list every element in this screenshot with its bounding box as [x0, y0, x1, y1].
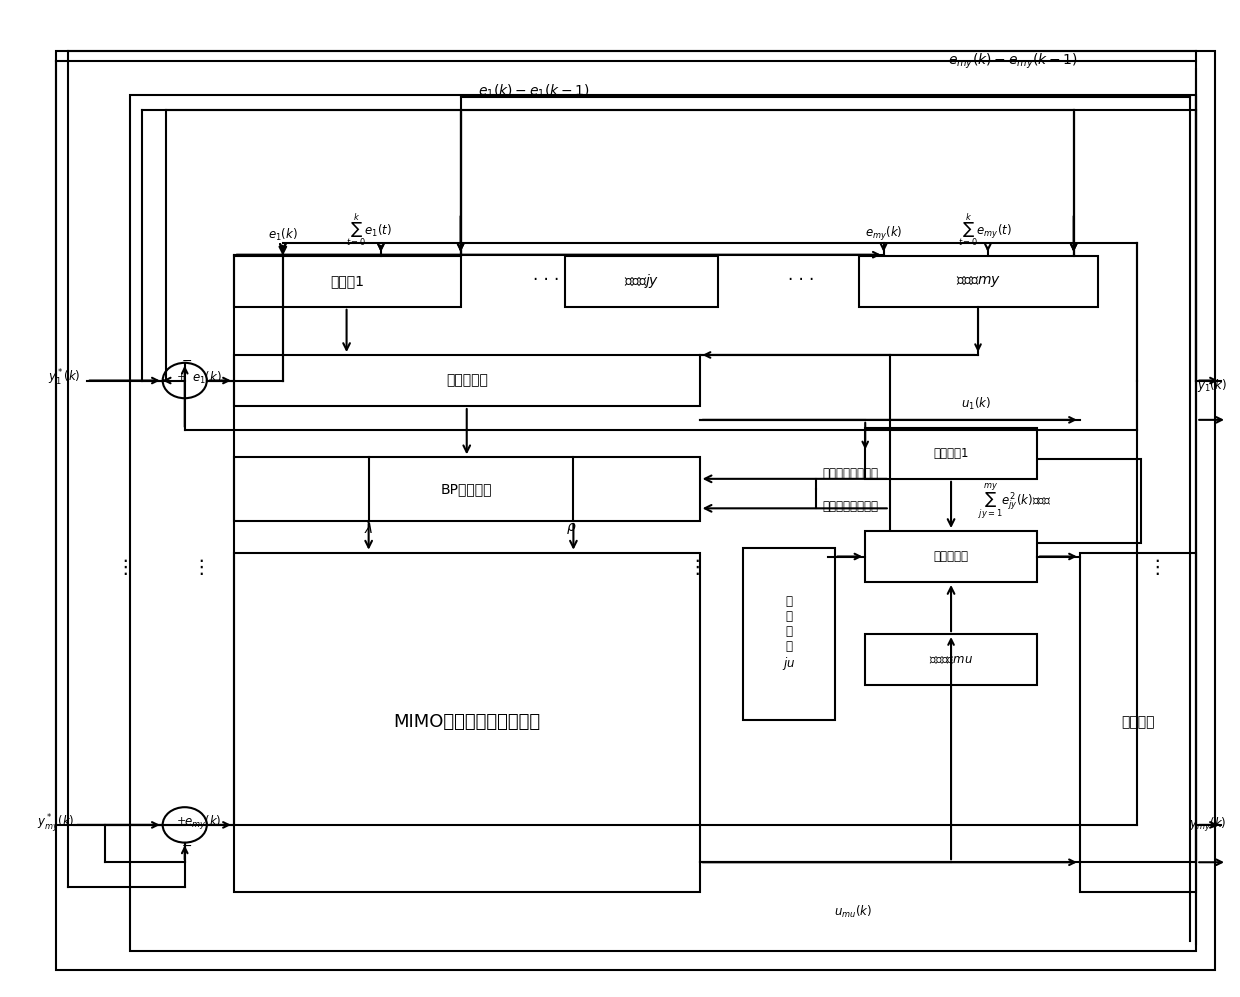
Text: $\sum_{t=0}^{k}e_1(t)$: $\sum_{t=0}^{k}e_1(t)$ [346, 211, 392, 248]
Text: $\vdots$: $\vdots$ [114, 557, 128, 577]
Text: 梯度信息1: 梯度信息1 [934, 447, 968, 460]
Text: $\vdots$: $\vdots$ [1147, 557, 1159, 577]
Text: 误差组$jy$: 误差组$jy$ [624, 272, 660, 290]
Text: $e_1(k)-e_1(k-1)$: $e_1(k)-e_1(k-1)$ [479, 83, 590, 101]
Text: $\sum_{t=0}^{k}e_{my}(t)$: $\sum_{t=0}^{k}e_{my}(t)$ [959, 211, 1012, 248]
Text: $\vdots$: $\vdots$ [687, 557, 699, 577]
Text: $\rho$: $\rho$ [565, 520, 577, 535]
Text: +: + [177, 817, 186, 827]
Text: −: − [182, 355, 192, 368]
Text: $e_{my}(k)$: $e_{my}(k)$ [864, 225, 903, 243]
FancyBboxPatch shape [866, 531, 1037, 582]
Text: 更新输出层权系数: 更新输出层权系数 [822, 499, 878, 512]
FancyBboxPatch shape [866, 634, 1037, 685]
FancyBboxPatch shape [234, 552, 699, 891]
Text: 梯
度
信
息
$ju$: 梯 度 信 息 $ju$ [782, 595, 795, 672]
FancyBboxPatch shape [859, 255, 1099, 307]
Text: $e_1(k)$: $e_1(k)$ [192, 370, 222, 386]
Text: $u_{mu}(k)$: $u_{mu}(k)$ [835, 903, 872, 919]
Text: 系统误差集: 系统误差集 [446, 374, 487, 388]
Text: BP神经网络: BP神经网络 [441, 483, 492, 497]
Text: $u_1(k)$: $u_1(k)$ [961, 396, 991, 412]
Text: $\lambda$: $\lambda$ [365, 520, 373, 535]
Text: +: + [177, 372, 186, 382]
Text: 更新隐含层权系数: 更新隐含层权系数 [822, 468, 878, 481]
Text: $y_1(k)$: $y_1(k)$ [1197, 377, 1226, 394]
Text: · · ·: · · · [789, 271, 815, 289]
Text: 误差组$my$: 误差组$my$ [956, 274, 1001, 289]
Text: $\vdots$: $\vdots$ [191, 557, 203, 577]
FancyBboxPatch shape [890, 460, 1141, 542]
FancyBboxPatch shape [743, 547, 835, 720]
FancyBboxPatch shape [234, 355, 699, 406]
FancyBboxPatch shape [234, 255, 460, 307]
FancyBboxPatch shape [1080, 552, 1197, 891]
Text: MIMO紧格式无模型控制器: MIMO紧格式无模型控制器 [393, 713, 541, 731]
Text: 梯度信息$mu$: 梯度信息$mu$ [929, 653, 973, 666]
Text: 被控对象: 被控对象 [1121, 715, 1154, 729]
FancyBboxPatch shape [565, 255, 718, 307]
Text: 误差组1: 误差组1 [330, 274, 365, 288]
Text: $y_1^*(k)$: $y_1^*(k)$ [48, 368, 81, 388]
Text: $\sum_{jy=1}^{my}e^2_{jy}(k)$最小化: $\sum_{jy=1}^{my}e^2_{jy}(k)$最小化 [978, 482, 1053, 520]
Text: $y_{my}^*(k)$: $y_{my}^*(k)$ [37, 812, 74, 833]
Text: $y_{my}(k)$: $y_{my}(k)$ [1189, 816, 1226, 833]
FancyBboxPatch shape [234, 458, 699, 521]
Text: · · ·: · · · [533, 271, 559, 289]
Text: $e_{my}(k)-e_{my}(k-1)$: $e_{my}(k)-e_{my}(k-1)$ [947, 52, 1078, 71]
Text: $e_{my}(k)$: $e_{my}(k)$ [184, 814, 222, 831]
Text: −: − [182, 839, 192, 852]
Text: 梯度信息集: 梯度信息集 [934, 550, 968, 563]
FancyBboxPatch shape [866, 428, 1037, 479]
Text: $e_1(k)$: $e_1(k)$ [268, 226, 298, 243]
